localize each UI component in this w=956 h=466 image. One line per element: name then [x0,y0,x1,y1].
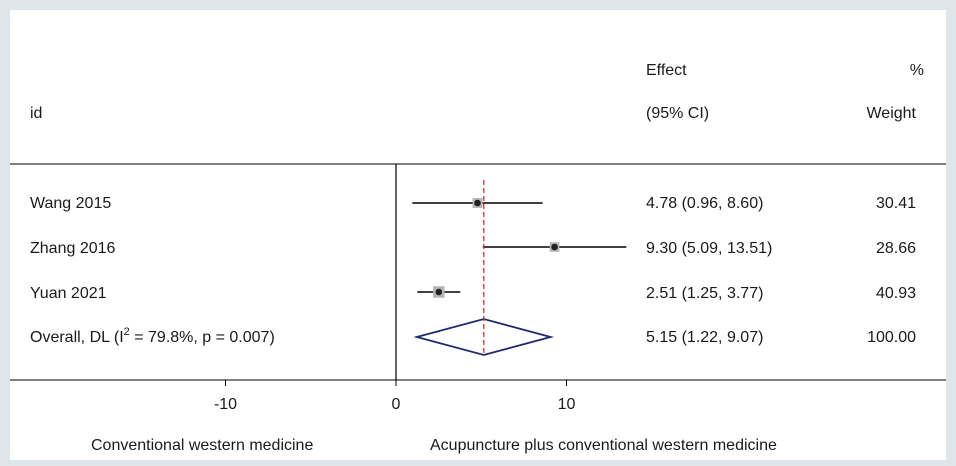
header-percent: % [910,62,924,79]
effect-ci-text: 4.78 (0.96, 8.60) [646,195,763,212]
study-rows: Wang 2015 4.78 (0.96, 8.60) 30.41 Zhang … [30,195,916,302]
x-axis-ticks: -10 0 10 [214,380,576,413]
favours-right-label: Acupuncture plus conventional western me… [430,437,777,454]
header-weight: Weight [866,105,916,122]
study-label: Yuan 2021 [30,285,107,302]
point-estimate [551,243,558,251]
weight-text: 30.41 [876,195,916,212]
point-estimate [435,288,443,296]
study-row: Yuan 2021 2.51 (1.25, 3.77) 40.93 [30,285,916,302]
forest-plot-frame: id Effect (95% CI) % Weight Wang 2015 4.… [10,10,946,460]
pooled-effect-diamond [413,318,555,356]
header-effect: Effect [646,62,687,79]
overall-label: Overall, DL (I2 = 79.8%, p = 0.007) [30,326,275,346]
study-label: Zhang 2016 [30,240,116,257]
effect-ci-text: 9.30 (5.09, 13.51) [646,240,772,257]
weight-text: 40.93 [876,285,916,302]
study-row: Wang 2015 4.78 (0.96, 8.60) 30.41 [30,195,916,212]
x-tick-label: -10 [214,396,237,413]
study-row: Zhang 2016 9.30 (5.09, 13.51) 28.66 [30,240,916,257]
favours-left-label: Conventional western medicine [91,437,313,454]
overall-row: Overall, DL (I2 = 79.8%, p = 0.007) 5.15… [30,318,916,356]
overall-effect-ci-text: 5.15 (1.22, 9.07) [646,329,763,346]
x-tick-label: 0 [392,396,401,413]
study-label: Wang 2015 [30,195,111,212]
header-ci: (95% CI) [646,105,709,122]
forest-plot: id Effect (95% CI) % Weight Wang 2015 4.… [10,62,946,454]
weight-text: 28.66 [876,240,916,257]
x-tick-label: 10 [558,396,576,413]
effect-ci-text: 2.51 (1.25, 3.77) [646,285,763,302]
overall-weight-text: 100.00 [867,329,916,346]
header-id: id [30,105,42,122]
point-estimate [474,199,481,207]
